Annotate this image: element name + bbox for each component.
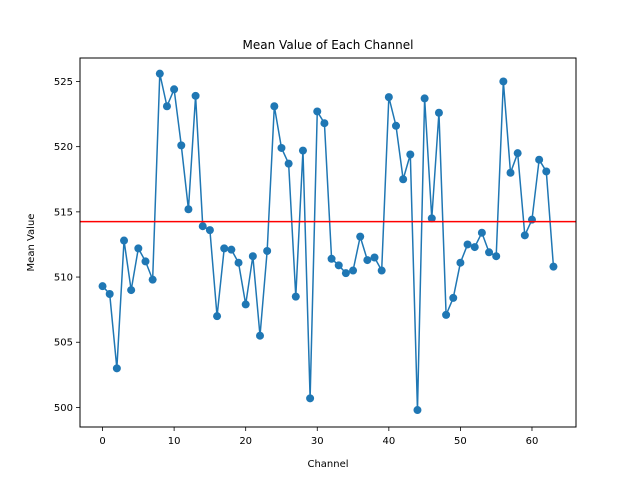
data-point <box>134 244 143 253</box>
data-point <box>456 258 465 267</box>
data-point <box>256 331 265 340</box>
data-point <box>177 141 186 150</box>
data-point <box>535 155 544 164</box>
data-point <box>413 406 422 415</box>
data-point <box>513 149 522 158</box>
data-point <box>399 175 408 184</box>
data-point <box>384 93 393 102</box>
data-point <box>485 248 494 257</box>
chart-title: Mean Value of Each Channel <box>243 38 414 52</box>
data-point <box>227 245 236 254</box>
data-point <box>277 143 286 152</box>
data-point <box>234 258 243 267</box>
data-point <box>141 257 150 266</box>
data-point <box>477 228 486 237</box>
data-point <box>520 231 529 240</box>
axes-frame <box>79 57 577 428</box>
data-point <box>463 240 472 249</box>
data-point <box>334 261 343 270</box>
data-point <box>449 293 458 302</box>
data-point <box>470 243 479 252</box>
data-point <box>327 254 336 263</box>
data-point <box>427 214 436 223</box>
y-tick-label: 510 <box>54 273 73 284</box>
data-point <box>320 119 329 128</box>
y-axis-label: Mean Value <box>26 214 37 272</box>
x-tick-label: 20 <box>239 436 252 447</box>
y-tick-label: 500 <box>54 403 73 414</box>
x-tick-label: 40 <box>382 436 395 447</box>
data-point <box>306 394 315 403</box>
data-point <box>213 312 222 321</box>
data-point <box>298 146 307 155</box>
data-point <box>313 107 322 116</box>
data-point <box>434 108 443 117</box>
data-point <box>184 205 193 214</box>
data-point <box>198 222 207 231</box>
data-point <box>98 282 107 291</box>
x-tick-label: 10 <box>168 436 181 447</box>
y-tick-label: 525 <box>54 77 73 88</box>
data-point <box>270 102 279 111</box>
x-axis-label: Channel <box>307 459 348 470</box>
data-point <box>391 121 400 130</box>
data-point <box>205 226 214 235</box>
x-tick-label: 50 <box>454 436 467 447</box>
data-point <box>127 286 136 295</box>
y-tick-label: 515 <box>54 207 73 218</box>
data-point <box>148 275 157 284</box>
data-point <box>499 77 508 86</box>
plot-area: 0 10 20 30 40 50 60 500 505 510 515 520 525 <box>54 69 576 447</box>
data-point <box>356 232 365 241</box>
data-point <box>420 94 429 103</box>
x-tick-label: 60 <box>526 436 539 447</box>
y-tick-label: 520 <box>54 142 73 153</box>
data-point <box>492 252 501 261</box>
data-point <box>506 168 515 177</box>
data-point <box>105 290 114 299</box>
data-point <box>241 300 250 309</box>
data-point <box>377 266 386 275</box>
data-point <box>549 262 558 271</box>
data-point <box>406 150 415 159</box>
data-point <box>284 159 293 168</box>
x-tick-label: 30 <box>311 436 324 447</box>
x-tick-label: 0 <box>99 436 105 447</box>
data-point <box>162 102 171 111</box>
data-point <box>263 246 272 255</box>
data-point <box>291 292 300 301</box>
data-point <box>191 91 200 100</box>
data-point <box>442 310 451 319</box>
y-tick-label: 505 <box>54 338 73 349</box>
data-point <box>248 252 257 261</box>
data-point <box>341 269 350 278</box>
data-point <box>170 85 179 94</box>
data-point <box>363 256 372 265</box>
data-point <box>542 167 551 176</box>
data-point <box>120 236 129 245</box>
data-point <box>349 266 358 275</box>
data-point <box>220 244 229 253</box>
data-point <box>370 253 379 262</box>
data-point <box>112 364 121 373</box>
data-point <box>155 69 164 78</box>
series-line <box>101 72 555 411</box>
data-point <box>527 215 536 224</box>
